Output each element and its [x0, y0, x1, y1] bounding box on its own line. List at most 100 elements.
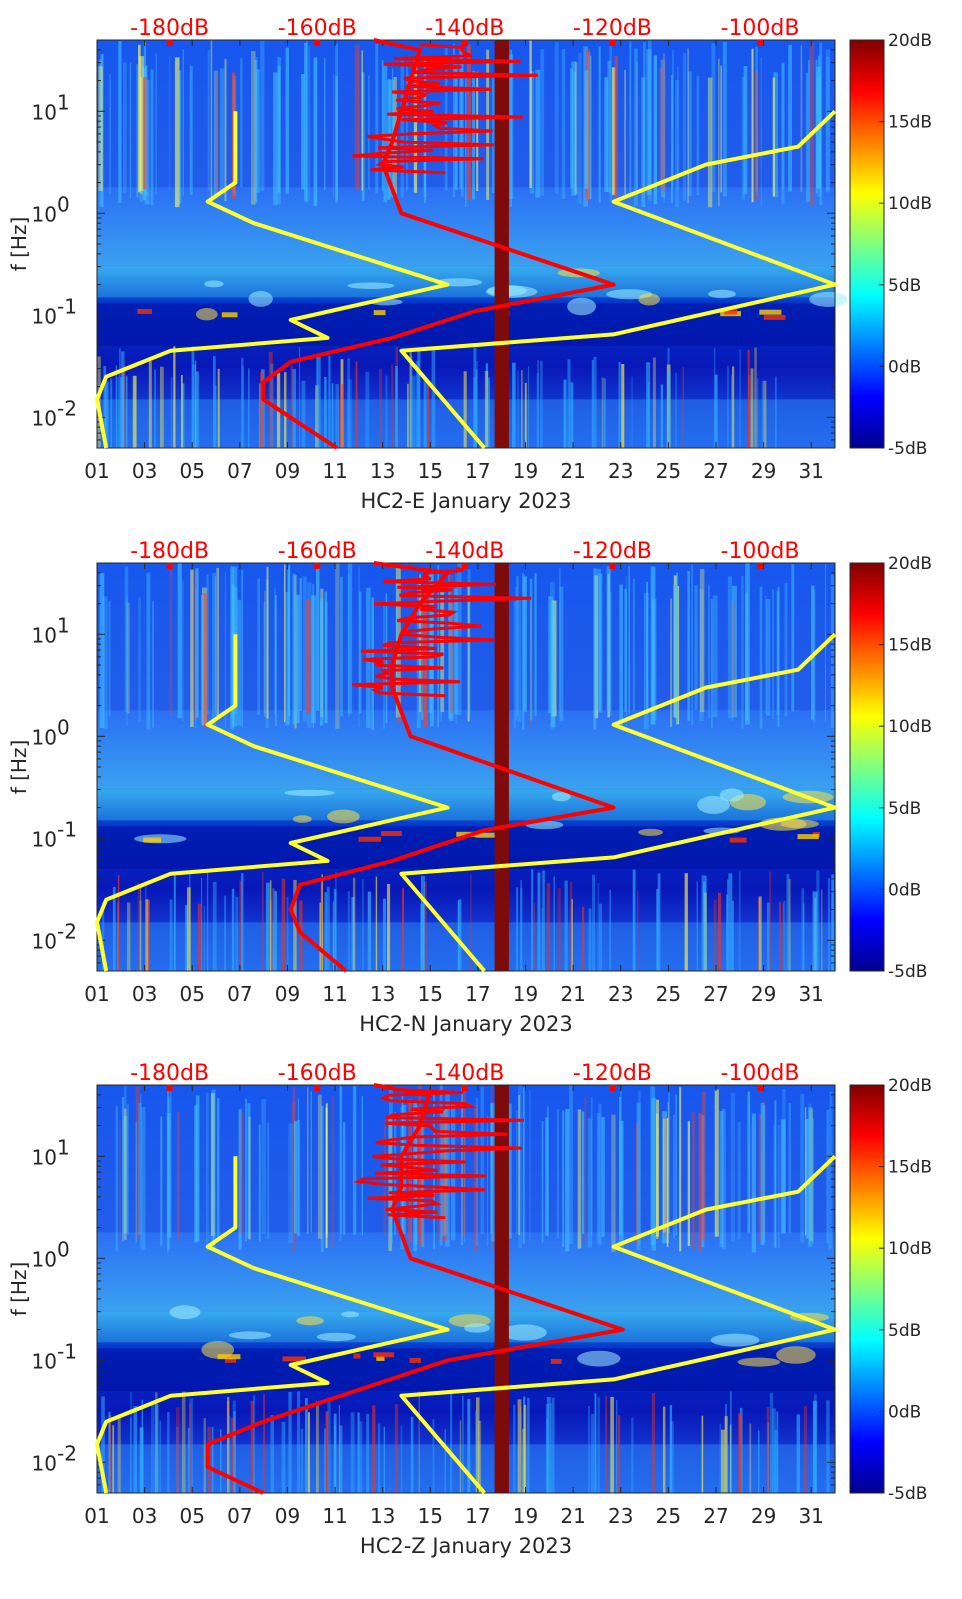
y-tick-label-exponent: 1: [57, 1135, 70, 1159]
top-axis-tick: [314, 1085, 321, 1091]
curve-yellow_lower_model: [95, 1156, 450, 1494]
curve-red_median_psd: [205, 1083, 625, 1495]
colorbar-gradient: [849, 1084, 885, 1494]
colorbar-tick-label: 0dB: [888, 357, 921, 377]
top-axis-tick: [166, 40, 173, 46]
x-tick-label: 17: [465, 1504, 490, 1528]
x-tick-label: 19: [513, 459, 538, 483]
top-axis-db-label: -120dB: [573, 1061, 652, 1086]
colorbar-tick-label: 15dB: [888, 113, 932, 133]
curve-red-high-frequency-detail: [353, 1088, 524, 1220]
x-tick-label: 05: [179, 982, 204, 1006]
curve-yellow_lower_model: [95, 111, 450, 449]
x-tick-label: 09: [275, 1504, 300, 1528]
colorbar-tick-label: 5dB: [888, 799, 921, 819]
x-tick-label: 13: [370, 459, 395, 483]
panel-1: 01 03 05 07 09 11 13 15 17 19 21 23 25 27 29 3110-210-1…: [7, 16, 932, 513]
top-axis-tick: [314, 563, 321, 569]
x-tick-label: 05: [179, 459, 204, 483]
x-tick-label: 21: [560, 982, 585, 1006]
x-axis-label: HC2-E January 2023: [360, 489, 571, 513]
colorbar: -5dB 0dB 5dB 10dB 15dB 20dB: [849, 554, 932, 982]
top-axis-tick: [609, 1085, 616, 1091]
colorbar-tick-label: 10dB: [888, 194, 932, 214]
x-tick-label: 31: [798, 459, 823, 483]
y-axis-label: f [Hz]: [7, 1262, 31, 1317]
colorbar-tick-label: 5dB: [888, 276, 921, 296]
y-tick-label: 10: [32, 725, 57, 749]
top-axis-db-label: -100dB: [721, 539, 800, 564]
y-tick-label: 10: [32, 929, 57, 953]
x-tick-label: 07: [227, 1504, 252, 1528]
x-tick-label: 31: [798, 982, 823, 1006]
curve-yellow_upper_model: [399, 1154, 837, 1495]
x-axis-label: HC2-N January 2023: [359, 1012, 573, 1036]
colorbar-tick-label: 5dB: [888, 1321, 921, 1341]
x-tick-label: 25: [656, 982, 681, 1006]
x-tick-label: 15: [418, 1504, 443, 1528]
x-tick-label: 21: [560, 1504, 585, 1528]
x-tick-label: 25: [656, 459, 681, 483]
x-tick-label: 17: [465, 982, 490, 1006]
x-tick-label: 15: [418, 982, 443, 1006]
curve-yellow_lower_model: [95, 634, 450, 972]
curve-yellow_upper_model: [399, 632, 837, 973]
x-tick-label: 05: [179, 1504, 204, 1528]
top-axis-db-label: -140dB: [425, 539, 504, 564]
top-axis-tick: [461, 40, 468, 46]
x-tick-label: 07: [227, 982, 252, 1006]
curve-red-high-frequency-detail: [352, 43, 539, 175]
colorbar: -5dB 0dB 5dB 10dB 15dB 20dB: [849, 31, 932, 459]
top-axis-tick: [166, 563, 173, 569]
colorbar-tick-label: -5dB: [888, 439, 927, 459]
y-tick-label: 10: [32, 202, 57, 226]
y-tick-label-exponent: -1: [57, 294, 77, 318]
x-tick-label: 29: [751, 1504, 776, 1528]
top-axis-db-label: -100dB: [721, 1061, 800, 1086]
top-axis-tick: [461, 563, 468, 569]
x-tick-label: 21: [560, 459, 585, 483]
y-tick-label-exponent: -2: [57, 396, 77, 420]
y-tick-label-exponent: -2: [57, 919, 77, 943]
panel-2: 01 03 05 07 09 11 13 15 17 19 21 23 25 27 29 3110-210-1…: [7, 539, 932, 1036]
y-tick-label-exponent: -1: [57, 1339, 77, 1363]
top-axis-db-label: -160dB: [278, 539, 357, 564]
x-tick-label: 03: [132, 982, 157, 1006]
colorbar-tick-label: -5dB: [888, 1484, 927, 1504]
y-tick-label-exponent: 1: [57, 613, 70, 637]
y-tick-label: 10: [32, 100, 57, 124]
x-tick-label: 29: [751, 982, 776, 1006]
curve-red-high-frequency-detail: [351, 566, 532, 698]
colorbar-tick-label: 0dB: [888, 1402, 921, 1422]
colorbar-tick-label: 15dB: [888, 636, 932, 656]
x-tick-label: 11: [322, 459, 347, 483]
x-tick-label: 11: [322, 1504, 347, 1528]
colorbar: -5dB 0dB 5dB 10dB 15dB 20dB: [849, 1076, 932, 1504]
top-axis-tick: [757, 1085, 764, 1091]
colorbar-tick-label: 10dB: [888, 1239, 932, 1259]
top-axis-db-label: -180dB: [130, 539, 209, 564]
top-axis-db-label: -160dB: [278, 16, 357, 41]
top-axis-db-label: -180dB: [130, 1061, 209, 1086]
y-axis-label: f [Hz]: [7, 217, 31, 272]
panel-3: 01 03 05 07 09 11 13 15 17 19 21 23 25 27 29 3110-210-1…: [7, 1061, 932, 1558]
x-tick-label: 19: [513, 982, 538, 1006]
top-axis-db-label: -160dB: [278, 1061, 357, 1086]
colorbar-tick-label: -5dB: [888, 962, 927, 982]
colorbar-tick-label: 15dB: [888, 1158, 932, 1178]
colorbar-tick-label: 20dB: [888, 554, 932, 574]
x-tick-label: 25: [656, 1504, 681, 1528]
curve-yellow_upper_model: [399, 109, 837, 450]
colorbar-gradient: [849, 562, 885, 972]
data-gap-band: [494, 40, 509, 448]
top-axis-tick: [609, 563, 616, 569]
x-tick-label: 03: [132, 1504, 157, 1528]
colorbar-tick-label: 20dB: [888, 1076, 932, 1096]
y-tick-label: 10: [32, 1349, 57, 1373]
y-axis-label: f [Hz]: [7, 740, 31, 795]
x-tick-label: 19: [513, 1504, 538, 1528]
x-tick-label: 27: [703, 982, 728, 1006]
top-axis-tick: [757, 563, 764, 569]
top-axis-db-label: -120dB: [573, 16, 652, 41]
